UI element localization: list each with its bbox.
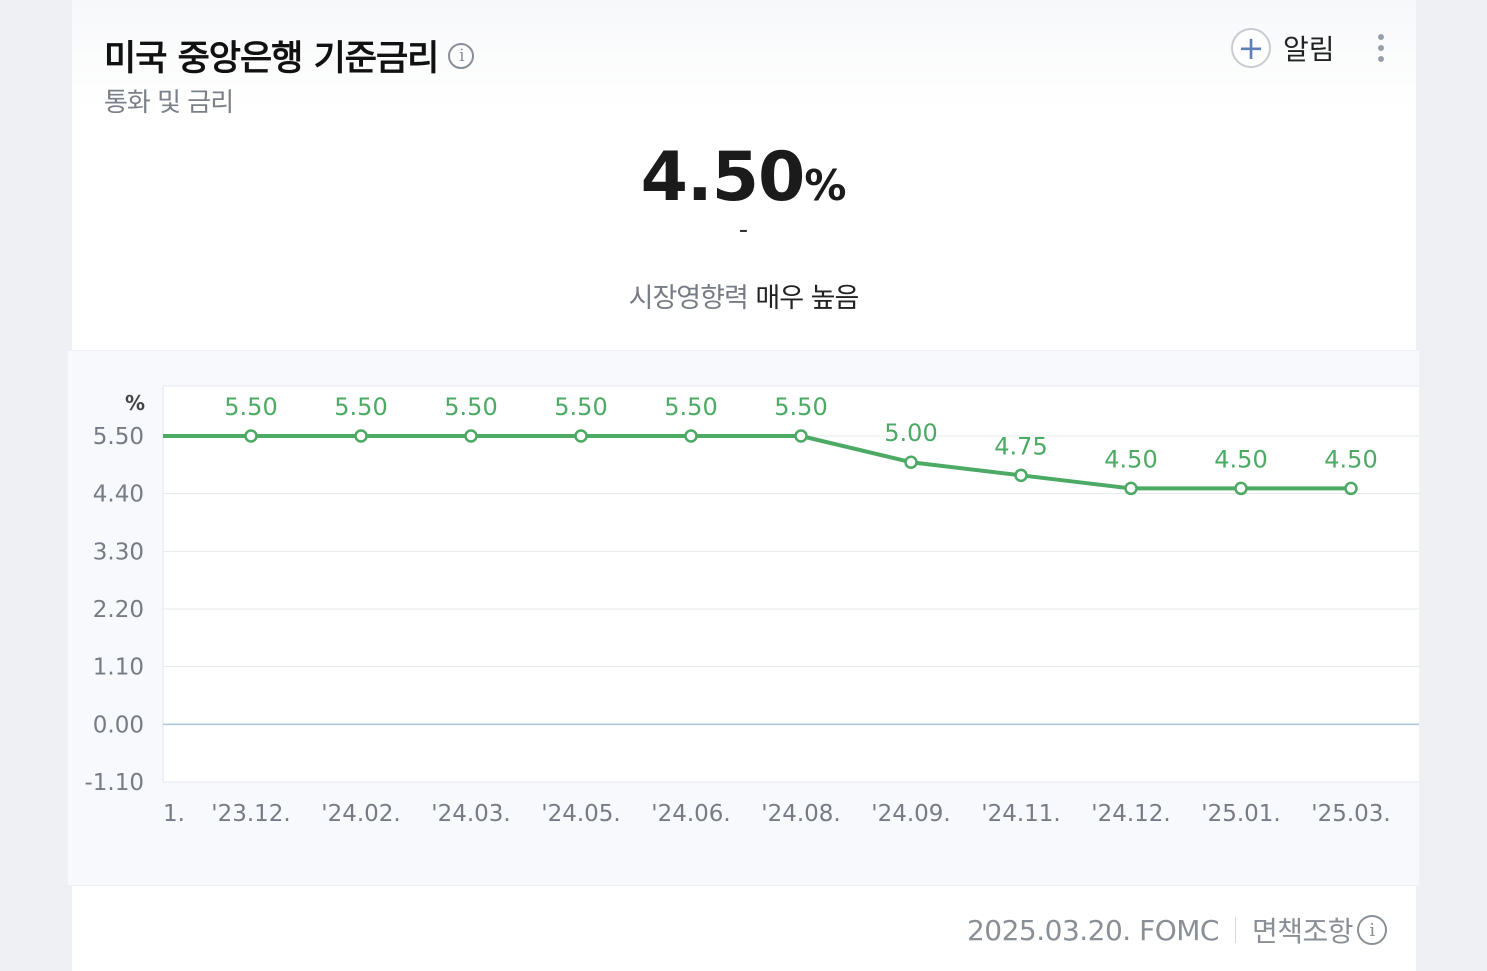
alarm-button[interactable]: + 알림 — [1231, 28, 1335, 68]
y-tick-label: 3.30 — [93, 539, 144, 565]
current-value: 4.50% — [0, 138, 1487, 217]
x-tick-label-clipped: 1. — [163, 801, 185, 827]
data-point[interactable] — [1124, 481, 1138, 496]
data-point[interactable] — [354, 429, 368, 443]
data-point[interactable] — [574, 429, 588, 443]
card-header-background — [72, 0, 1416, 110]
y-tick-label: 0.00 — [93, 712, 144, 738]
current-value-number: 4.50 — [640, 138, 806, 217]
disclaimer-label: 면책조항 — [1251, 915, 1354, 948]
x-tick-label: '25.03. — [1311, 801, 1390, 827]
data-point[interactable] — [794, 429, 808, 443]
disclaimer-link[interactable]: 면책조항 i — [1252, 910, 1387, 950]
y-tick-label: 1.10 — [93, 655, 144, 681]
data-point[interactable] — [1014, 468, 1028, 483]
data-label: 5.50 — [224, 393, 277, 421]
series-line-path — [163, 434, 1351, 491]
chart-footer: 2025.03.20. FOMC 면책조항 i — [967, 910, 1387, 950]
data-label: 4.75 — [994, 432, 1047, 460]
series-line — [163, 434, 1351, 491]
x-tick-label: '24.11. — [981, 801, 1060, 827]
x-tick-label: '24.05. — [541, 801, 620, 827]
x-tick-label: '24.12. — [1091, 801, 1170, 827]
data-point[interactable] — [244, 429, 258, 443]
y-axis-unit-label: % — [125, 391, 145, 415]
data-label: 4.50 — [1104, 445, 1157, 473]
indicator-title: 미국 중앙은행 기준금리 i — [104, 30, 475, 81]
value-change: - — [738, 215, 749, 245]
x-axis-ticks: 1. '23.12. '24.02. '24.03. '24.05. '24.06. '24… — [163, 801, 1391, 827]
data-point[interactable] — [684, 429, 698, 443]
x-tick-label: '23.12. — [211, 801, 290, 827]
current-value-unit: % — [804, 161, 847, 210]
more-options-icon[interactable] — [1370, 34, 1392, 66]
indicator-category: 통화 및 금리 — [104, 88, 234, 118]
plot-area — [163, 386, 1419, 782]
release-date: 2025.03.20. FOMC — [966, 913, 1219, 947]
data-point[interactable] — [1234, 481, 1248, 496]
market-impact-label: 시장영향력 — [628, 283, 749, 314]
x-tick-label: '24.06. — [651, 801, 730, 827]
y-axis-ticks: 5.50 4.40 3.30 2.20 1.10 0.00 -1.10 — [84, 424, 144, 796]
chart-panel: % 5.50 4.40 3.30 2.20 1.10 0.00 -1.10 1. '23.12… — [68, 350, 1419, 886]
data-label: 5.50 — [554, 393, 607, 421]
disclaimer-info-icon: i — [1357, 915, 1387, 945]
footer-divider — [1234, 917, 1236, 943]
x-tick-label: '24.08. — [761, 801, 840, 827]
rate-line-chart: % 5.50 4.40 3.30 2.20 1.10 0.00 -1.10 1. '23.12… — [84, 385, 1419, 827]
x-tick-label: '24.09. — [871, 801, 950, 827]
series-data-labels: 5.50 5.50 5.50 5.50 5.50 5.50 5.00 4.75 4.50 4.50… — [224, 393, 1377, 473]
data-label: 4.50 — [1214, 445, 1267, 473]
data-label: 5.50 — [774, 393, 827, 421]
y-tick-label: -1.10 — [84, 770, 144, 796]
data-label: 5.50 — [334, 393, 387, 421]
data-point[interactable] — [464, 429, 478, 443]
info-icon[interactable]: i — [448, 42, 475, 69]
market-impact-value: 매우 높음 — [755, 283, 859, 314]
x-tick-label: '25.01. — [1201, 801, 1280, 827]
y-tick-label: 4.40 — [93, 482, 144, 508]
data-point[interactable] — [1344, 481, 1358, 496]
series-points — [244, 429, 1358, 496]
plus-icon: + — [1231, 28, 1271, 68]
y-tick-label: 5.50 — [93, 424, 144, 450]
data-label: 5.50 — [664, 393, 717, 421]
x-tick-label: '24.03. — [431, 801, 510, 827]
data-label: 5.50 — [444, 393, 497, 421]
alarm-label: 알림 — [1283, 33, 1335, 66]
y-tick-label: 2.20 — [93, 597, 144, 623]
data-label: 5.00 — [884, 419, 937, 447]
market-impact: 시장영향력 매우 높음 — [0, 276, 1487, 315]
title-text: 미국 중앙은행 기준금리 — [104, 39, 439, 79]
x-tick-label: '24.02. — [321, 801, 400, 827]
data-label: 4.50 — [1324, 445, 1377, 473]
data-point[interactable] — [904, 455, 918, 469]
